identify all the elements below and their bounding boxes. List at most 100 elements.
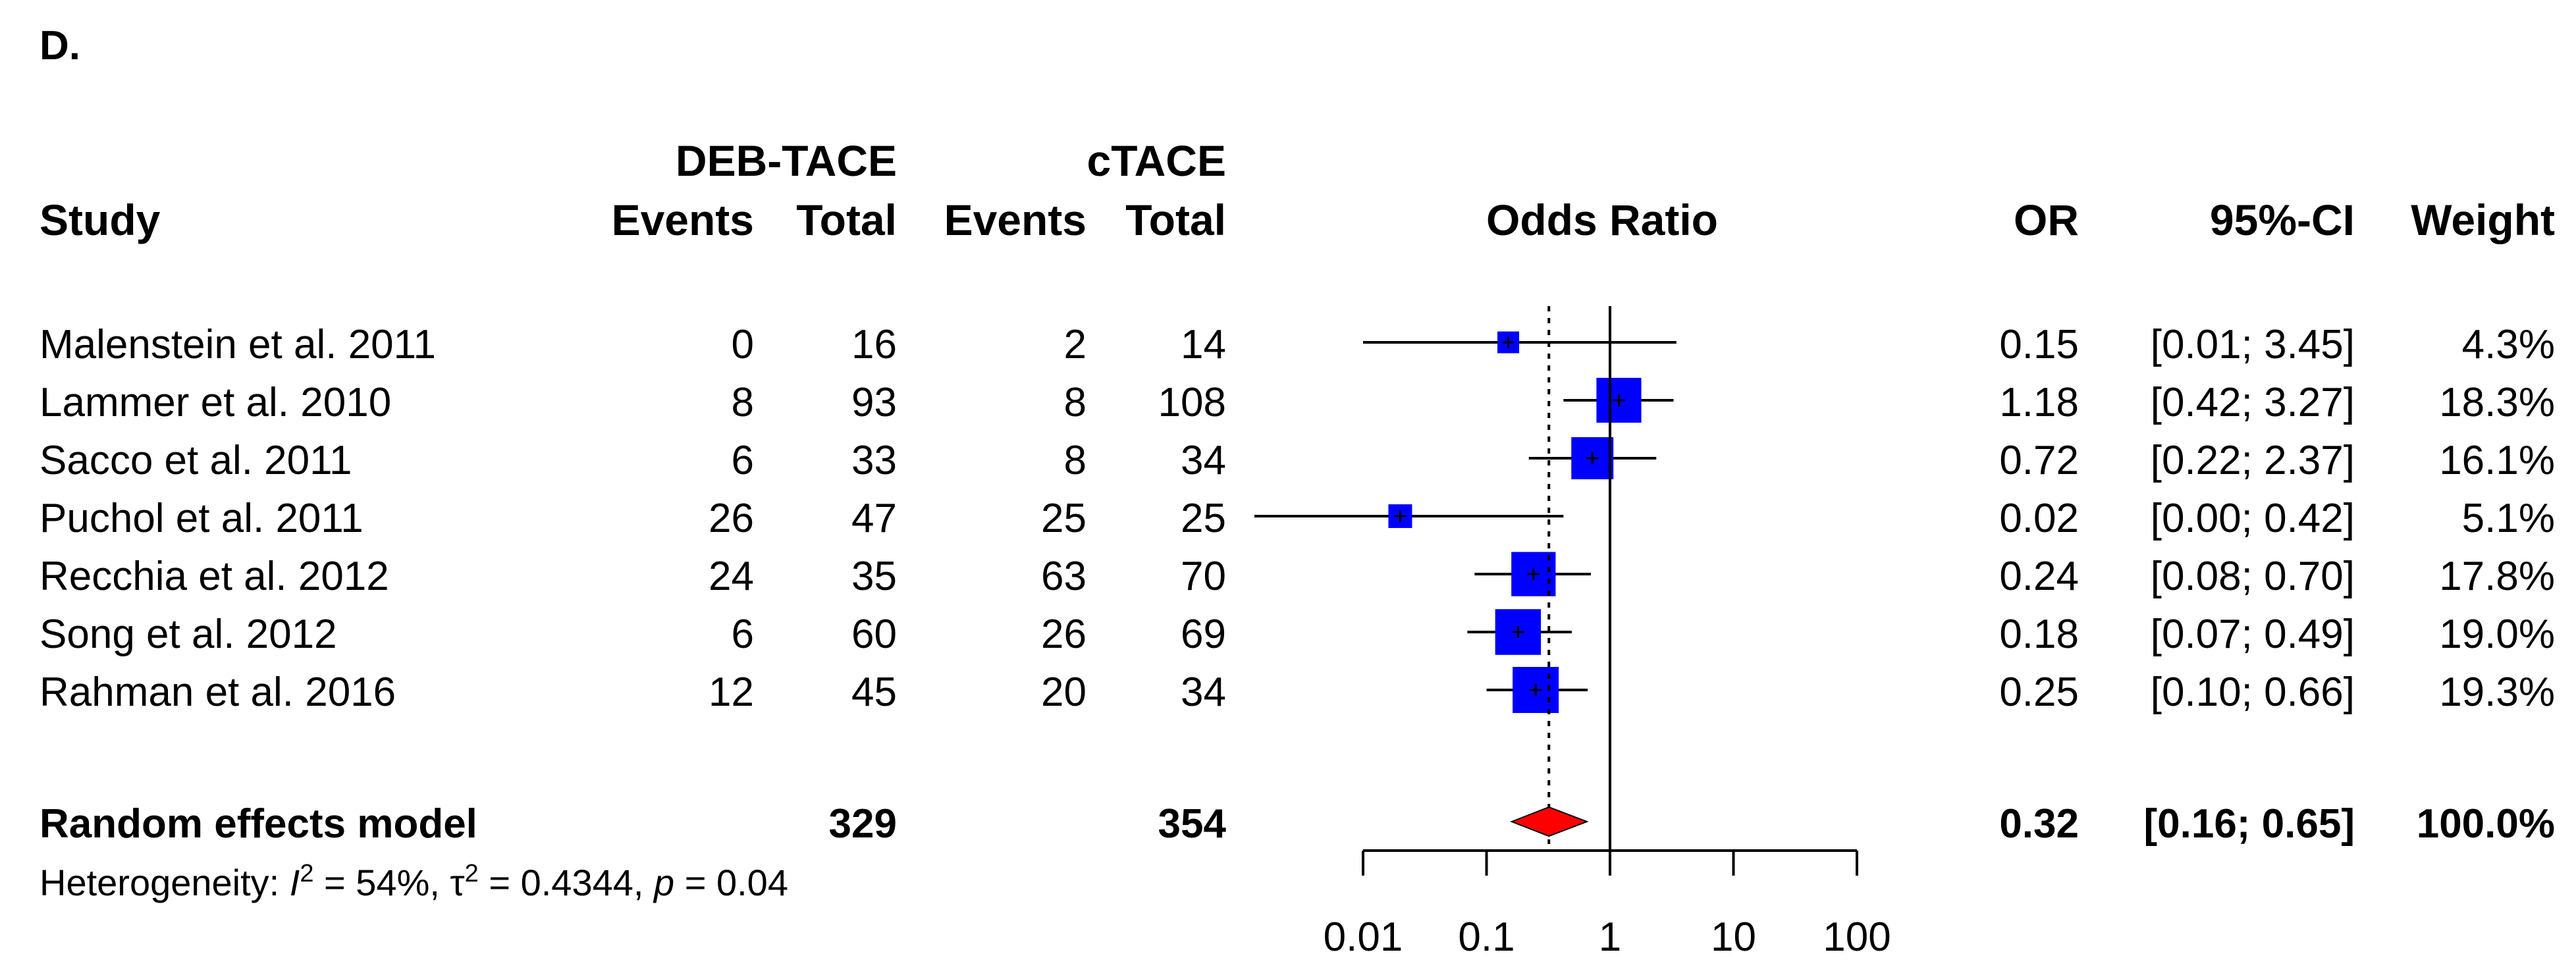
weight-value: 17.8% <box>2439 554 2555 599</box>
or-value: 0.02 <box>1999 496 2079 541</box>
study-row: Malenstein et al. 2011 0 16 2 14 0.15 [0.01; 3… <box>40 322 2555 367</box>
ci-value: [0.22; 2.37] <box>2151 438 2355 483</box>
weight-value: 5.1% <box>2462 496 2555 541</box>
c-total: 70 <box>1181 554 1226 599</box>
heterogeneity-p-value: = 0.04 <box>674 862 788 903</box>
x-axis-tick-label: 0.01 <box>1324 914 1403 960</box>
or-value: 0.18 <box>1999 612 2079 657</box>
col-header-weight: Weight <box>2411 196 2555 244</box>
e-events: 24 <box>709 554 754 599</box>
c-total: 108 <box>1158 380 1226 425</box>
x-axis-tick-label: 10 <box>1711 914 1756 960</box>
col-header-plot: Odds Ratio <box>1486 196 1718 244</box>
c-total: 69 <box>1181 612 1226 657</box>
study-name: Rahman et al. 2016 <box>40 670 396 715</box>
group-header-control: cTACE <box>1087 136 1226 185</box>
ci-value: [0.01; 3.45] <box>2151 322 2355 367</box>
e-events: 26 <box>709 496 754 541</box>
heterogeneity-i2-sup: 2 <box>300 860 313 887</box>
c-events: 2 <box>1064 322 1087 367</box>
e-total: 47 <box>851 496 897 541</box>
e-total: 33 <box>851 438 897 483</box>
pooled-weight: 100.0% <box>2417 801 2555 847</box>
c-events: 26 <box>1041 612 1087 657</box>
panel-label: D. <box>40 23 80 68</box>
col-header-c-events: Events <box>944 196 1087 244</box>
heterogeneity-i2-symbol: I <box>290 862 300 903</box>
heterogeneity-tau-value: = 0.4344, <box>479 862 654 903</box>
study-name: Sacco et al. 2011 <box>40 438 352 483</box>
x-axis-tick-label: 100 <box>1823 914 1891 960</box>
pooled-row: Random effects model 329 354 0.32 [0.16; 0.6… <box>40 801 2555 847</box>
c-events: 8 <box>1064 438 1087 483</box>
c-total: 25 <box>1181 496 1226 541</box>
x-axis-tick-label: 1 <box>1599 914 1621 960</box>
e-total: 16 <box>851 322 897 367</box>
weight-value: 16.1% <box>2439 438 2555 483</box>
x-axis-tick-label: 0.1 <box>1458 914 1515 960</box>
study-rows: Malenstein et al. 2011 0 16 2 14 0.15 [0.01; 3… <box>40 322 2555 847</box>
pooled-diamond <box>1510 806 1589 837</box>
ci-value: [0.00; 0.42] <box>2151 496 2355 541</box>
study-row: Song et al. 2012 6 60 26 69 0.18 [0.07; 0.49] 1… <box>40 612 2555 657</box>
weight-value: 18.3% <box>2439 380 2555 425</box>
weight-value: 4.3% <box>2462 322 2555 367</box>
col-header-e-events: Events <box>612 196 754 244</box>
study-row: Lammer et al. 2010 8 93 8 108 1.18 [0.42; 3.27… <box>40 380 2555 425</box>
c-total: 14 <box>1181 322 1226 367</box>
or-value: 0.24 <box>1999 554 2079 599</box>
study-name: Puchol et al. 2011 <box>40 496 363 541</box>
e-total: 60 <box>851 612 897 657</box>
pooled-e-total: 329 <box>829 801 897 847</box>
pooled-or: 0.32 <box>1999 801 2079 847</box>
pooled-c-total: 354 <box>1158 801 1227 847</box>
study-name: Song et al. 2012 <box>40 612 337 657</box>
pooled-ci: [0.16; 0.65] <box>2143 801 2355 847</box>
e-events: 8 <box>732 380 754 425</box>
col-header-study: Study <box>40 196 161 244</box>
heterogeneity-i2-value: = 54%, <box>313 862 450 903</box>
col-header-ci: 95%-CI <box>2210 196 2355 244</box>
e-events: 12 <box>709 670 754 715</box>
e-events: 6 <box>732 612 754 657</box>
ci-value: [0.10; 0.66] <box>2151 670 2355 715</box>
col-header-or: OR <box>2014 196 2079 244</box>
study-row: Puchol et al. 2011 26 47 25 25 0.02 [0.00; 0.4… <box>40 496 2555 541</box>
col-header-e-total: Total <box>796 196 897 244</box>
c-events: 8 <box>1064 380 1087 425</box>
c-events: 20 <box>1041 670 1087 715</box>
study-name: Recchia et al. 2012 <box>40 554 389 599</box>
or-value: 0.15 <box>1999 322 2079 367</box>
plot-area: 0.01 0.1 1 10 100 <box>1254 306 1891 960</box>
heterogeneity-tau-symbol: τ <box>450 862 465 903</box>
study-name: Malenstein et al. 2011 <box>40 322 436 367</box>
e-events: 6 <box>732 438 754 483</box>
c-total: 34 <box>1181 670 1226 715</box>
c-events: 25 <box>1041 496 1087 541</box>
heterogeneity-p-symbol: p <box>653 862 674 903</box>
group-header-experimental: DEB-TACE <box>676 136 897 185</box>
or-value: 0.25 <box>1999 670 2079 715</box>
weight-value: 19.3% <box>2439 670 2555 715</box>
study-name: Lammer et al. 2010 <box>40 380 391 425</box>
col-header-c-total: Total <box>1125 196 1226 244</box>
heterogeneity-tau-sup: 2 <box>465 860 479 887</box>
c-total: 34 <box>1181 438 1226 483</box>
or-value: 1.18 <box>1999 380 2079 425</box>
heterogeneity-prefix: Heterogeneity: <box>40 862 290 903</box>
weight-value: 19.0% <box>2439 612 2555 657</box>
ci-value: [0.42; 3.27] <box>2151 380 2355 425</box>
e-total: 45 <box>851 670 897 715</box>
heterogeneity-text: Heterogeneity: I2 = 54%, τ2 = 0.4344, p … <box>40 860 788 903</box>
e-events: 0 <box>732 322 754 367</box>
study-row: Sacco et al. 2011 6 33 8 34 0.72 [0.22; 2.37] 1… <box>40 438 2555 483</box>
c-events: 63 <box>1041 554 1087 599</box>
e-total: 35 <box>851 554 897 599</box>
ci-value: [0.07; 0.49] <box>2151 612 2355 657</box>
pooled-label: Random effects model <box>40 801 477 847</box>
study-row: Rahman et al. 2016 12 45 20 34 0.25 [0.10; 0.6… <box>40 670 2555 715</box>
or-value: 0.72 <box>1999 438 2079 483</box>
study-row: Recchia et al. 2012 24 35 63 70 0.24 [0.08; 0.… <box>40 554 2555 599</box>
e-total: 93 <box>851 380 897 425</box>
